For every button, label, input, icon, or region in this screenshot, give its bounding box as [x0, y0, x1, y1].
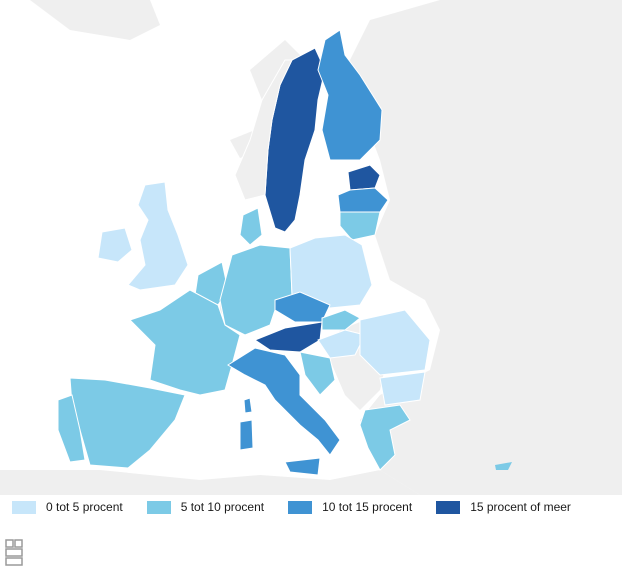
legend-item: 10 tot 15 procent	[288, 500, 412, 514]
legend-swatch	[12, 500, 36, 514]
legend-item: 5 tot 10 procent	[146, 500, 265, 514]
region-croatia	[299, 351, 336, 396]
region-lithuania	[339, 211, 381, 241]
region-france	[129, 289, 241, 396]
region-ireland	[97, 227, 133, 263]
region-cyprus	[495, 462, 512, 470]
eu-map	[0, 0, 622, 495]
region-denmark	[239, 207, 263, 246]
cbs-logo-icon	[5, 539, 23, 566]
region-germany	[219, 244, 293, 336]
legend: 0 tot 5 procent 5 tot 10 procent 10 tot …	[12, 500, 595, 514]
region-finland	[317, 29, 383, 161]
legend-label: 5 tot 10 procent	[180, 500, 265, 514]
region-estonia	[347, 164, 381, 191]
region-portugal	[57, 394, 86, 463]
region-greece	[359, 404, 411, 471]
region-sicily	[284, 457, 321, 476]
region-corsica	[243, 397, 253, 414]
region-italy	[227, 347, 341, 456]
region-romania	[359, 309, 431, 376]
legend-item: 15 procent of meer	[436, 500, 571, 514]
legend-label: 0 tot 5 procent	[46, 500, 123, 514]
region-bulgaria	[379, 371, 426, 406]
legend-item: 0 tot 5 procent	[12, 500, 123, 514]
region-united-kingdom	[127, 181, 189, 291]
legend-label: 15 procent of meer	[470, 500, 571, 514]
region-sardinia	[239, 419, 254, 451]
legend-swatch	[146, 500, 171, 514]
legend-label: 10 tot 15 procent	[322, 500, 413, 514]
region-slovakia	[321, 309, 361, 331]
legend-swatch	[436, 500, 461, 514]
legend-swatch	[288, 500, 313, 514]
